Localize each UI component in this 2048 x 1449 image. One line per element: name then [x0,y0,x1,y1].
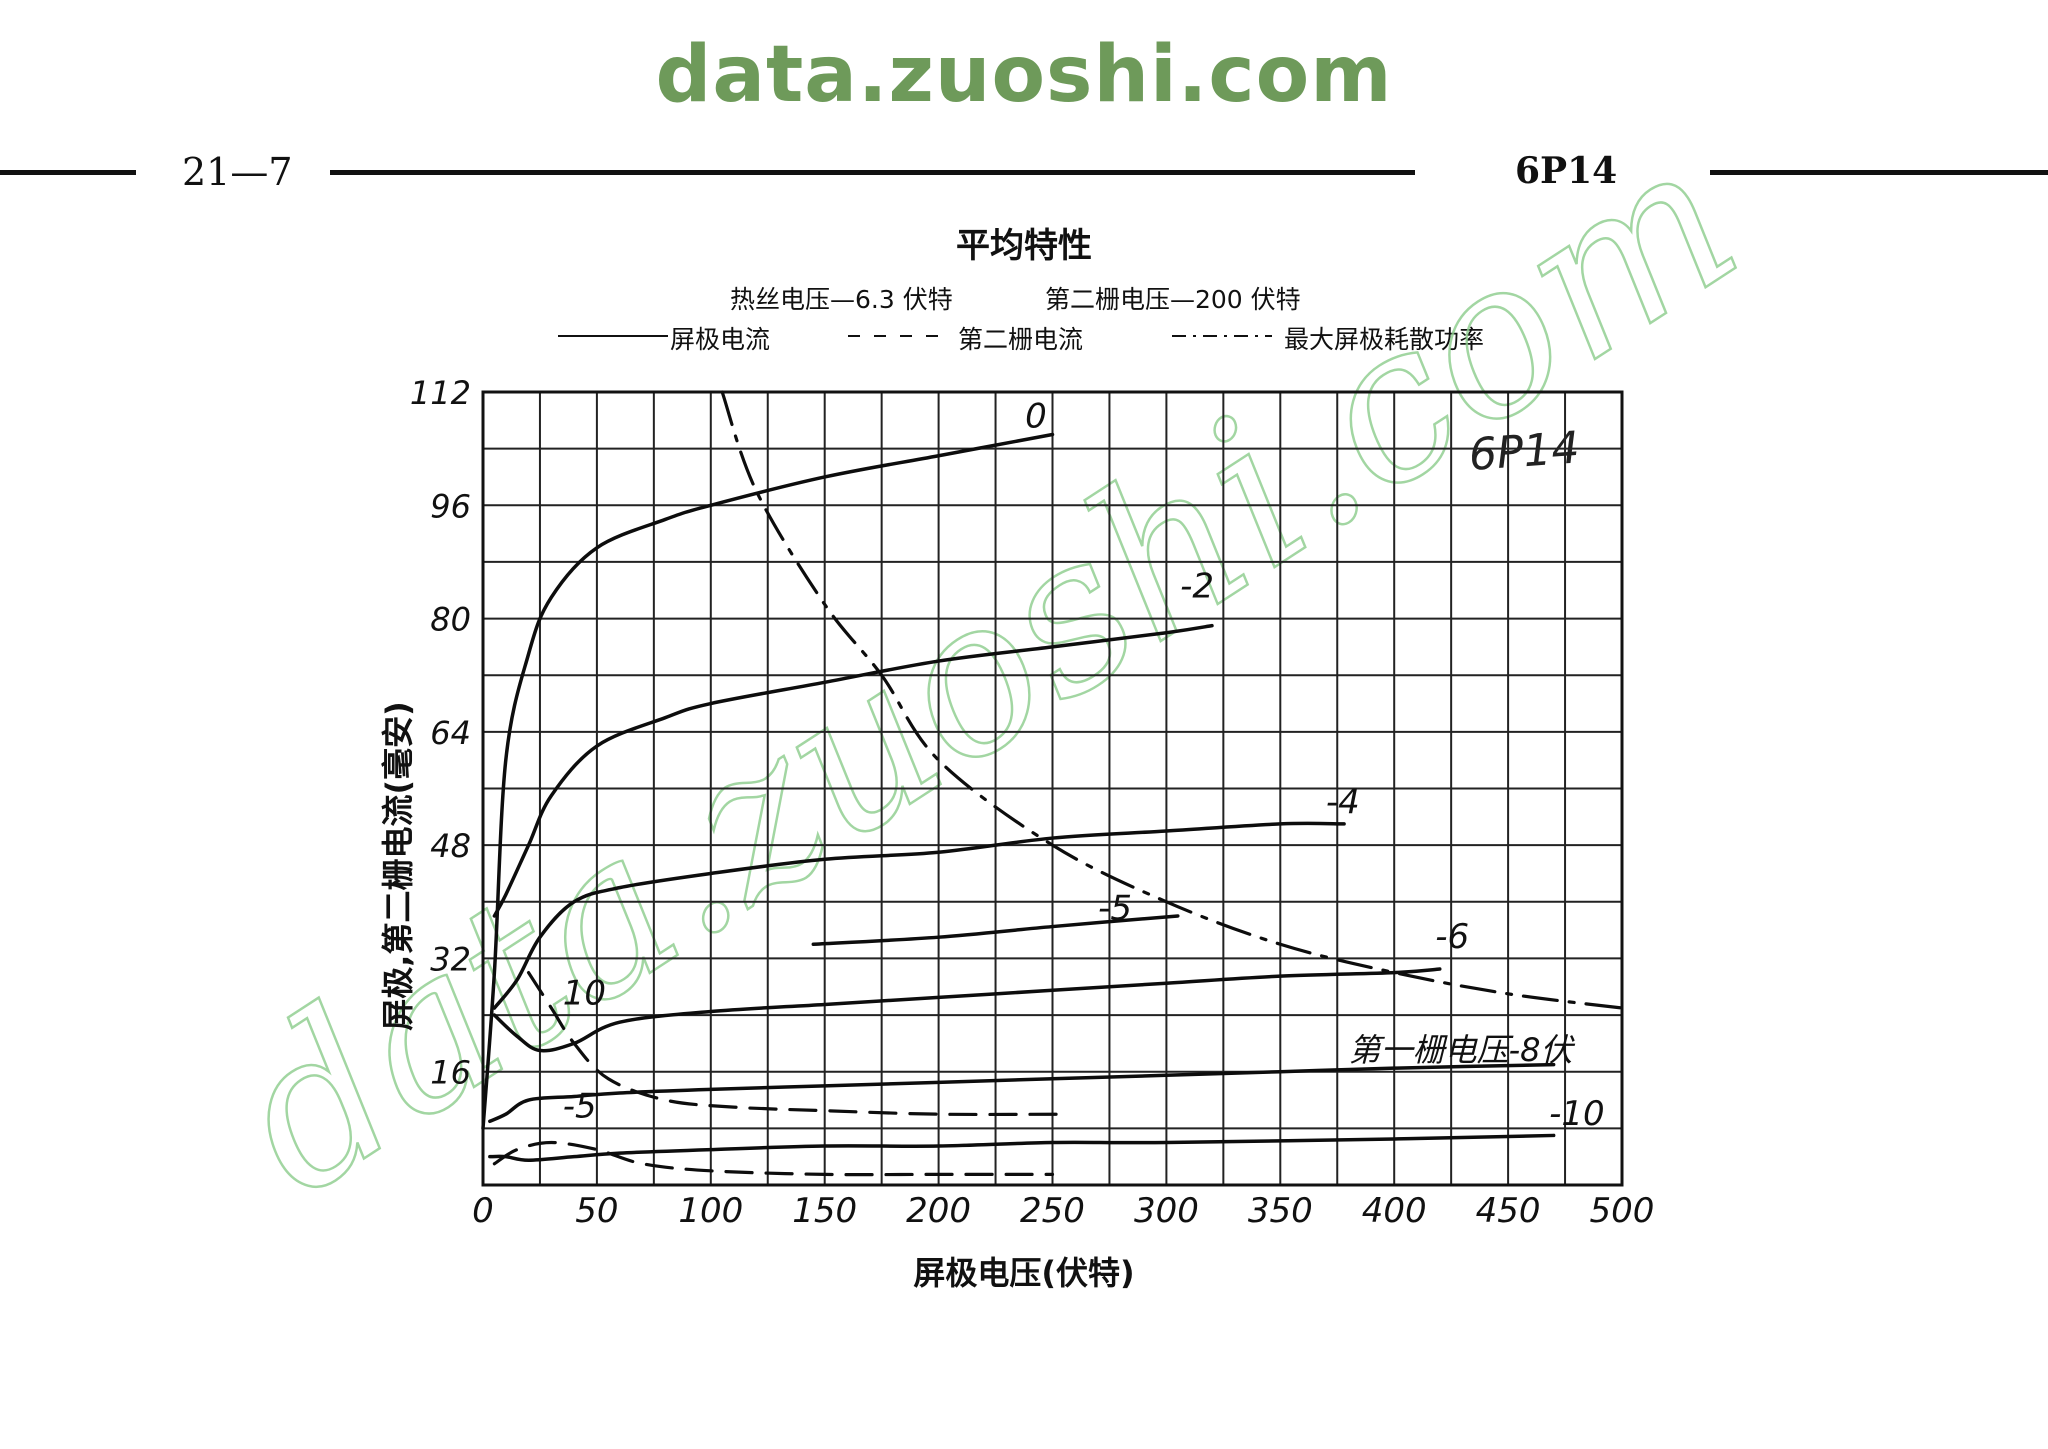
x-tick-labels: 0 50 100 150 200 250 300 350 400 450 500 [472,1191,1654,1231]
y-tick-label: 48 [430,827,471,865]
x-tick-label: 450 [1476,1191,1541,1231]
y-tick-labels: 112 96 80 64 48 32 16 [410,374,471,1092]
x-tick-label: 150 [792,1191,857,1231]
y-tick-label: 96 [430,487,471,525]
legend-solid-line [558,335,668,337]
header-rule-right [1710,170,2048,175]
chart-title: 平均特性 [956,226,1092,266]
chart-grid [483,392,1622,1185]
curve-plate [492,967,1442,1053]
page-number: 21—7 [182,150,293,194]
chart-curves [481,390,1624,1177]
legend-label: 第二栅电流 [958,325,1084,354]
curve-label: 10 [563,973,606,1013]
header-rule-middle [330,170,1415,175]
curve-screen [526,970,1066,1117]
tube-type: 6P14 [1515,150,1618,192]
header-rule-left [0,170,136,175]
legend-dashdot-line [1172,335,1272,337]
legend-label: 屏极电流 [670,325,771,354]
curve-label: 0 [1025,396,1047,436]
y-tick-label: 80 [430,601,471,639]
curve-label: -4 [1326,782,1360,822]
y-tick-label: 32 [430,940,471,978]
x-tick-label: 350 [1248,1191,1313,1231]
x-tick-label: 500 [1590,1191,1655,1231]
curve-plate [488,1062,1556,1124]
inset-tube-label: 6P14 [1467,422,1581,481]
curve-screen [492,1140,1055,1177]
curve-plate [492,821,1346,1010]
x-tick-label: 50 [575,1191,618,1231]
y-tick-label: 112 [410,374,471,412]
legend-label: 最大屏极耗散功率 [1284,325,1485,354]
plot-border [481,390,1624,1187]
site-header: data.zuoshi.com [655,30,1393,120]
y-axis-label: 屏极,第二栅电流(毫安) [379,701,417,1031]
curve-plate [492,623,1214,918]
y-tick-label: 64 [430,714,471,752]
curve-label: -5 [1098,888,1132,928]
curve-label: -6 [1435,917,1469,957]
curve-labels: 0 -2 -4 -5 -6 第一栅电压-8伏 -10 10 -5 [563,396,1605,1133]
y-tick-label: 16 [430,1054,471,1092]
curve-label: -10 [1549,1094,1605,1134]
curve-label: -5 [563,1087,597,1127]
condition-heater: 热丝电压—6.3 伏特 [730,285,953,314]
condition-screen: 第二栅电压—200 伏特 [1045,285,1301,314]
curve-pmax [720,390,1624,1010]
x-tick-label: 200 [906,1191,971,1231]
chart-frame [481,390,1624,1187]
curve-plate [488,1133,1556,1162]
x-tick-label: 250 [1020,1191,1085,1231]
curve-label: -2 [1180,566,1214,606]
curve-label: 第一栅电压-8伏 [1349,1031,1576,1069]
legend-dashed-line [848,335,948,337]
x-tick-label: 0 [472,1191,494,1231]
curve-plate [481,432,1055,1131]
x-tick-label: 300 [1134,1191,1199,1231]
curve-plate [811,914,1180,947]
x-tick-label: 100 [678,1191,743,1231]
x-tick-label: 400 [1362,1191,1427,1231]
x-axis-label: 屏极电压(伏特) [913,1254,1135,1292]
